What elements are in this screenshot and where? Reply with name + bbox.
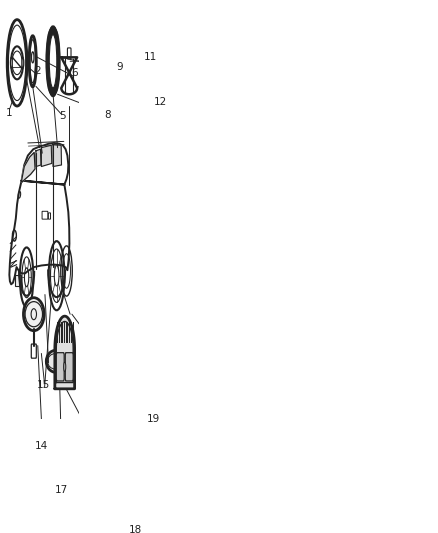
Text: 2: 2 xyxy=(35,66,41,76)
Ellipse shape xyxy=(11,58,12,68)
Ellipse shape xyxy=(24,298,44,330)
Text: 19: 19 xyxy=(147,415,160,424)
Text: 12: 12 xyxy=(154,97,167,107)
Text: 8: 8 xyxy=(104,110,111,120)
Polygon shape xyxy=(36,149,41,166)
Circle shape xyxy=(64,362,66,372)
Polygon shape xyxy=(53,144,61,166)
Text: 9: 9 xyxy=(116,62,123,72)
Text: 18: 18 xyxy=(129,525,142,533)
FancyBboxPatch shape xyxy=(65,353,73,381)
Ellipse shape xyxy=(22,58,24,68)
Text: 6: 6 xyxy=(71,68,78,78)
FancyBboxPatch shape xyxy=(56,353,64,381)
Text: 15: 15 xyxy=(36,380,50,390)
Polygon shape xyxy=(21,152,35,182)
Ellipse shape xyxy=(18,191,21,198)
Polygon shape xyxy=(41,146,52,166)
Text: 14: 14 xyxy=(35,441,48,451)
Text: 17: 17 xyxy=(54,485,68,495)
Text: 5: 5 xyxy=(59,111,65,121)
Text: 11: 11 xyxy=(144,52,157,61)
Text: 1: 1 xyxy=(5,108,12,118)
FancyBboxPatch shape xyxy=(15,275,21,286)
Polygon shape xyxy=(55,316,74,389)
Ellipse shape xyxy=(46,350,65,373)
Ellipse shape xyxy=(49,35,57,88)
